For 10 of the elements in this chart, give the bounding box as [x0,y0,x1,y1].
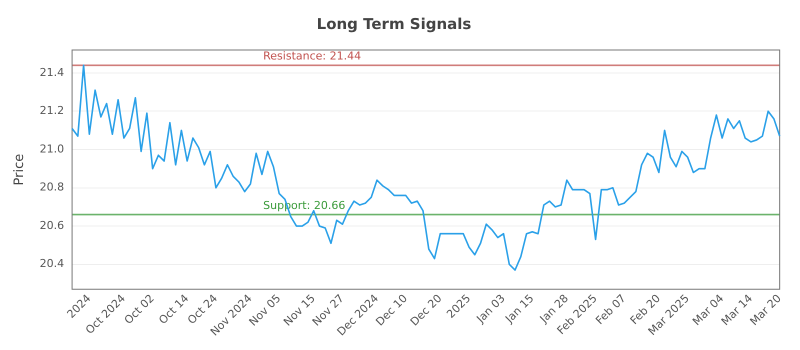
chart-title: Long Term Signals [316,14,472,33]
ref-line-label: Resistance: 21.44 [263,50,362,63]
y-tick-label: 20.8 [40,180,64,194]
y-tick-label: 21.0 [40,142,64,156]
x-tick-label: Dec 20 [408,292,444,328]
y-tick-label: 20.4 [40,257,64,270]
y-tick-label: 20.6 [40,218,64,232]
y-tick-label: 21.2 [40,104,64,118]
y-tick-label: 21.4 [40,66,64,79]
y-axis-title: Price [12,154,28,186]
